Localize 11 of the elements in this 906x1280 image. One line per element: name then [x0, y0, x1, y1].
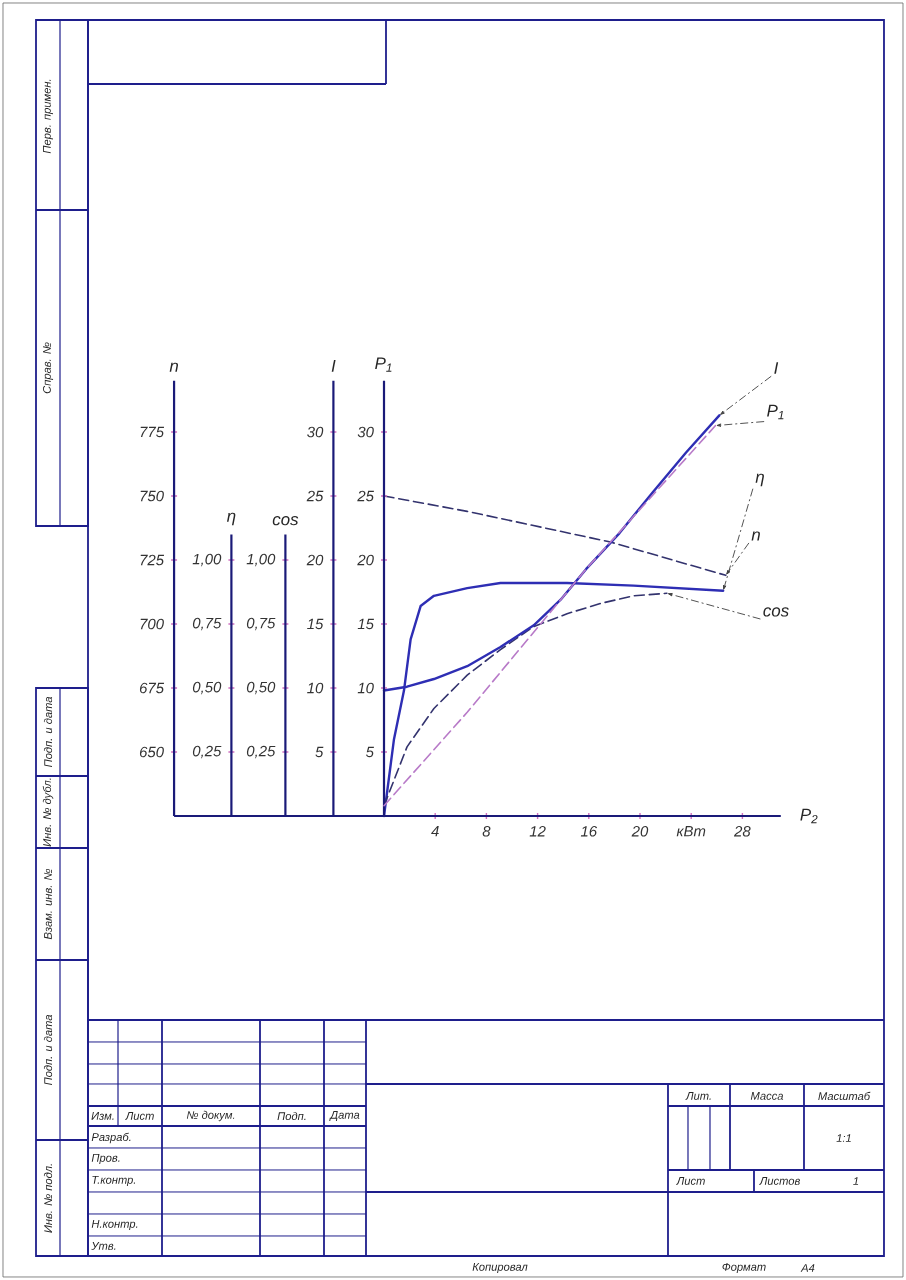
text: cos — [763, 607, 789, 617]
y-axis-title: I — [331, 360, 336, 372]
y-axis-title: n — [169, 362, 179, 372]
y-axis-title: cos — [272, 516, 299, 526]
text: η — [755, 473, 764, 487]
text: n — [751, 531, 760, 541]
text: P$_{1}$ — [767, 404, 784, 420]
y-axis-title: P$_{1}$ — [375, 357, 392, 372]
text: I — [774, 362, 779, 374]
x-axis-title: P$_{2}$ — [800, 808, 818, 824]
y-axis-title: η — [226, 512, 236, 526]
